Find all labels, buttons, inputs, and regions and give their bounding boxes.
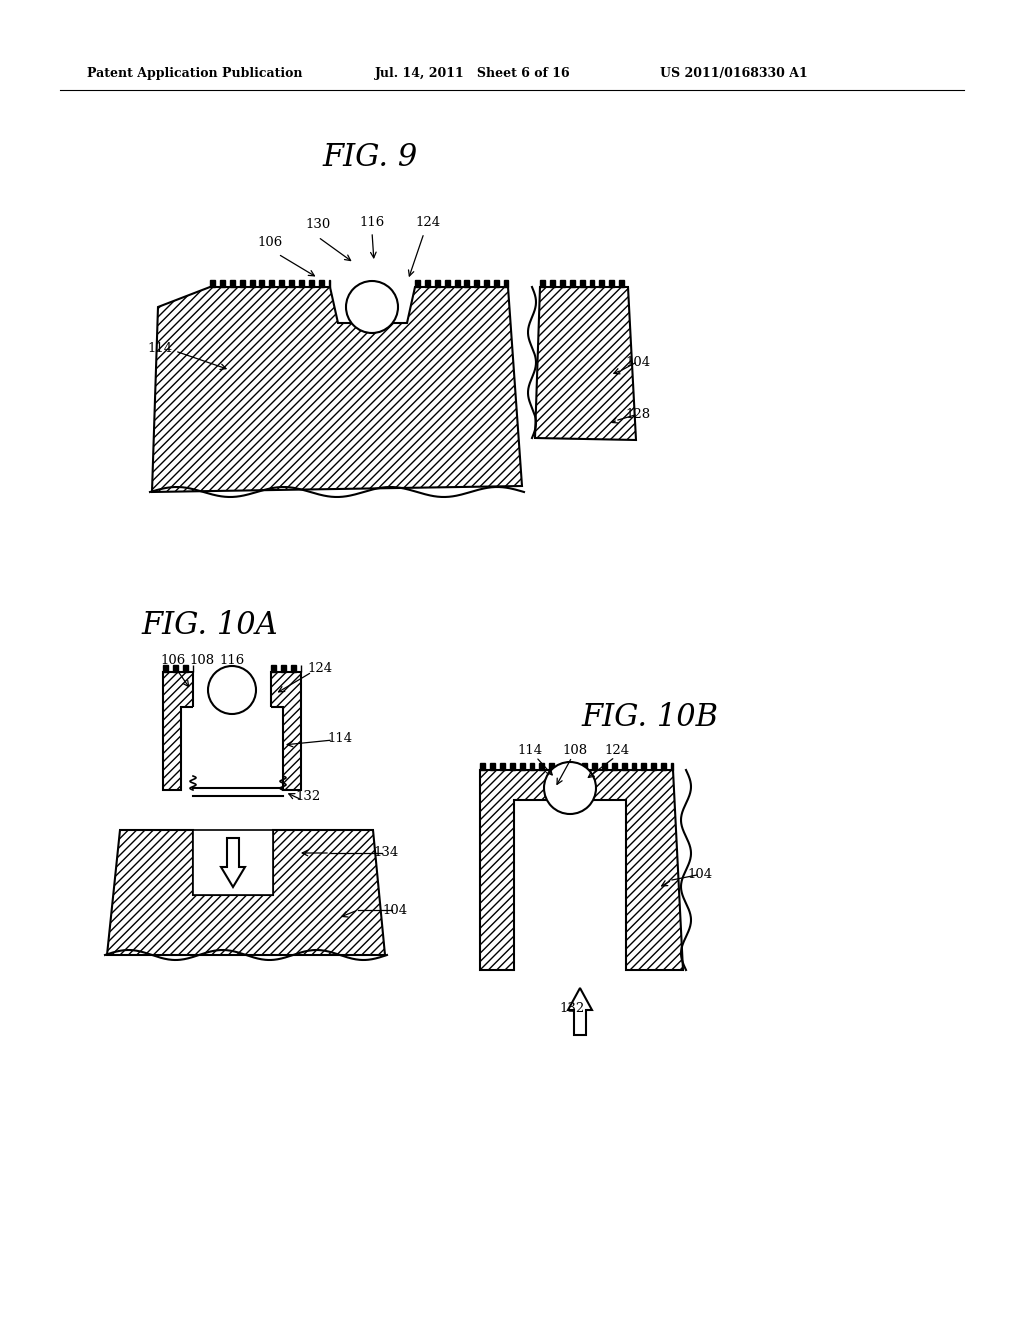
Bar <box>662 763 667 770</box>
Text: 124: 124 <box>307 661 333 675</box>
Text: 124: 124 <box>416 215 440 228</box>
Bar <box>240 280 245 286</box>
Polygon shape <box>193 708 271 788</box>
Polygon shape <box>535 286 636 440</box>
Bar <box>220 280 225 286</box>
Bar <box>455 280 460 286</box>
Bar <box>318 280 324 286</box>
Text: 128: 128 <box>626 408 650 421</box>
Bar <box>620 280 625 286</box>
Bar <box>560 280 565 286</box>
Bar <box>183 665 187 672</box>
Bar <box>671 763 673 770</box>
Bar <box>592 763 597 770</box>
Bar <box>529 763 535 770</box>
Bar <box>465 280 469 286</box>
Text: 108: 108 <box>189 653 215 667</box>
Bar <box>519 763 524 770</box>
Text: 132: 132 <box>559 1002 585 1015</box>
Bar <box>641 763 646 770</box>
Text: 116: 116 <box>219 653 245 667</box>
Bar <box>229 280 234 286</box>
Bar <box>651 763 656 770</box>
Polygon shape <box>480 770 558 970</box>
Circle shape <box>544 762 596 814</box>
Bar <box>549 763 554 770</box>
Text: US 2011/0168330 A1: US 2011/0168330 A1 <box>660 66 808 79</box>
Bar <box>444 280 450 286</box>
Circle shape <box>346 281 398 333</box>
Bar <box>611 763 616 770</box>
Bar <box>504 280 508 286</box>
Text: FIG. 10A: FIG. 10A <box>141 610 279 640</box>
Polygon shape <box>163 672 193 789</box>
Bar <box>602 763 607 770</box>
Bar <box>425 280 430 286</box>
Bar <box>590 280 595 286</box>
Text: 114: 114 <box>328 731 352 744</box>
Text: 104: 104 <box>382 903 408 916</box>
Bar <box>271 665 275 672</box>
Polygon shape <box>106 830 385 954</box>
Bar <box>480 763 485 770</box>
Bar <box>582 763 587 770</box>
Polygon shape <box>221 838 245 887</box>
Text: 104: 104 <box>687 869 713 882</box>
Bar <box>580 280 585 286</box>
Bar <box>550 280 555 286</box>
Polygon shape <box>582 770 683 970</box>
Bar <box>510 763 515 770</box>
Bar <box>163 665 168 672</box>
Text: Patent Application Publication: Patent Application Publication <box>87 66 302 79</box>
Bar <box>309 280 314 286</box>
Text: 106: 106 <box>257 236 283 249</box>
Bar <box>280 280 285 286</box>
Bar <box>540 280 545 286</box>
Text: 130: 130 <box>305 219 331 231</box>
Bar <box>599 280 604 286</box>
Bar <box>299 280 304 286</box>
Text: 116: 116 <box>359 215 385 228</box>
Bar <box>495 280 499 286</box>
Bar <box>484 280 489 286</box>
Bar <box>435 280 439 286</box>
Bar <box>289 280 294 286</box>
Bar <box>632 763 637 770</box>
Text: 108: 108 <box>562 743 588 756</box>
Bar <box>250 280 255 286</box>
Bar <box>474 280 479 286</box>
Text: FIG. 9: FIG. 9 <box>323 143 418 173</box>
Bar <box>281 665 286 672</box>
Text: 134: 134 <box>374 846 398 859</box>
Circle shape <box>208 667 256 714</box>
Text: 106: 106 <box>161 653 185 667</box>
Bar <box>210 280 215 286</box>
Polygon shape <box>271 672 301 789</box>
Polygon shape <box>152 286 522 492</box>
Bar <box>500 763 505 770</box>
Bar <box>291 665 296 672</box>
Bar <box>415 280 420 286</box>
Text: Jul. 14, 2011   Sheet 6 of 16: Jul. 14, 2011 Sheet 6 of 16 <box>375 66 570 79</box>
Polygon shape <box>193 830 273 895</box>
Text: FIG. 10B: FIG. 10B <box>582 702 719 734</box>
Text: 114: 114 <box>147 342 173 355</box>
Text: 124: 124 <box>604 743 630 756</box>
Bar <box>609 280 614 286</box>
Bar <box>540 763 545 770</box>
Text: 114: 114 <box>517 743 543 756</box>
Bar <box>173 665 178 672</box>
Bar <box>259 280 264 286</box>
Bar <box>622 763 627 770</box>
Polygon shape <box>568 987 592 1035</box>
Text: 104: 104 <box>626 356 650 370</box>
Bar <box>329 280 330 286</box>
Bar <box>569 280 574 286</box>
Bar <box>269 280 274 286</box>
Bar <box>489 763 495 770</box>
Text: 132: 132 <box>295 789 321 803</box>
